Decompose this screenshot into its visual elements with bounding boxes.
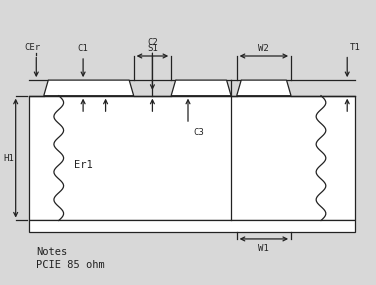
Polygon shape	[237, 80, 291, 96]
Polygon shape	[44, 80, 134, 96]
Text: C1: C1	[78, 44, 88, 53]
Text: W2: W2	[258, 44, 269, 52]
Text: Notes: Notes	[36, 247, 68, 257]
Polygon shape	[29, 96, 355, 221]
Text: C2: C2	[147, 38, 158, 47]
Text: CEr: CEr	[24, 43, 41, 52]
Polygon shape	[29, 221, 355, 232]
Text: PCIE 85 ohm: PCIE 85 ohm	[36, 260, 105, 270]
Text: W1: W1	[258, 243, 269, 253]
Text: C3: C3	[194, 128, 205, 137]
Text: Er1: Er1	[74, 160, 92, 170]
Text: H1: H1	[3, 154, 14, 163]
Polygon shape	[171, 80, 231, 96]
Text: S1: S1	[147, 44, 158, 52]
Text: T1: T1	[349, 43, 360, 52]
